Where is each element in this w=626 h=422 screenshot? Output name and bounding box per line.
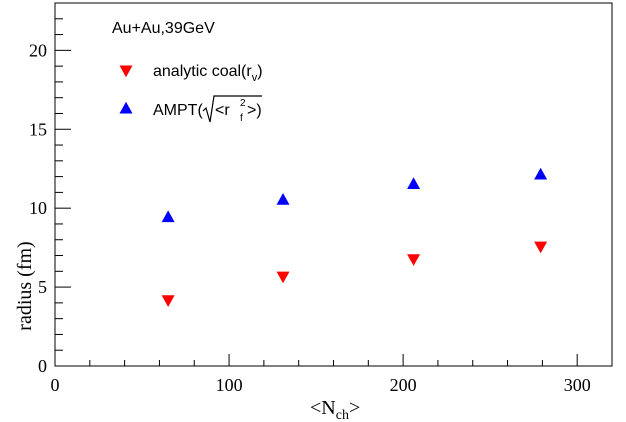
x-tick-label: 100 bbox=[216, 375, 243, 395]
y-tick-label: 0 bbox=[38, 356, 47, 376]
legend-label-ampt-sup: 2 bbox=[240, 98, 246, 109]
y-tick-label: 15 bbox=[29, 119, 47, 139]
legend: analytic coal(rv) AMPT( <r 2 f >) bbox=[119, 63, 263, 124]
y-tick-label: 20 bbox=[29, 40, 47, 60]
ampt-point bbox=[276, 193, 290, 205]
y-tick-label: 5 bbox=[38, 277, 47, 297]
analytic-coal-point bbox=[161, 295, 175, 307]
legend-label-ampt-prefix: AMPT( bbox=[153, 102, 203, 119]
x-tick-label: 0 bbox=[51, 375, 60, 395]
legend-label-analytic-coal: analytic coal(rv) bbox=[153, 63, 263, 84]
ampt-point bbox=[534, 167, 548, 180]
chart-annotation: Au+Au,39GeV bbox=[112, 20, 215, 37]
legend-marker-triangle-down bbox=[119, 65, 133, 78]
legend-marker-triangle-up bbox=[119, 101, 133, 114]
y-axis-title: radius (fm) bbox=[14, 241, 36, 330]
analytic-coal-point bbox=[407, 254, 421, 266]
legend-label-ampt-sub: f bbox=[240, 113, 243, 124]
x-tick-label: 200 bbox=[390, 375, 417, 395]
ampt-point bbox=[161, 210, 175, 223]
legend-entry-analytic-coal: analytic coal(rv) bbox=[119, 63, 263, 84]
axis-ticks: 0 100 200 300 0 5 10 15 20 bbox=[29, 2, 613, 395]
legend-entry-ampt: AMPT( <r 2 f >) bbox=[119, 95, 262, 124]
legend-label-ampt-close: >) bbox=[247, 102, 262, 119]
x-tick-label: 300 bbox=[564, 375, 591, 395]
analytic-coal-point bbox=[534, 241, 548, 254]
legend-sqrt-symbol bbox=[202, 95, 262, 123]
legend-label-ampt-inner: <r bbox=[215, 102, 230, 119]
data-markers bbox=[161, 167, 548, 307]
analytic-coal-point bbox=[276, 271, 290, 284]
ampt-point bbox=[407, 177, 421, 189]
y-tick-label: 10 bbox=[29, 198, 47, 218]
x-axis-title: <Nch> bbox=[310, 397, 360, 422]
